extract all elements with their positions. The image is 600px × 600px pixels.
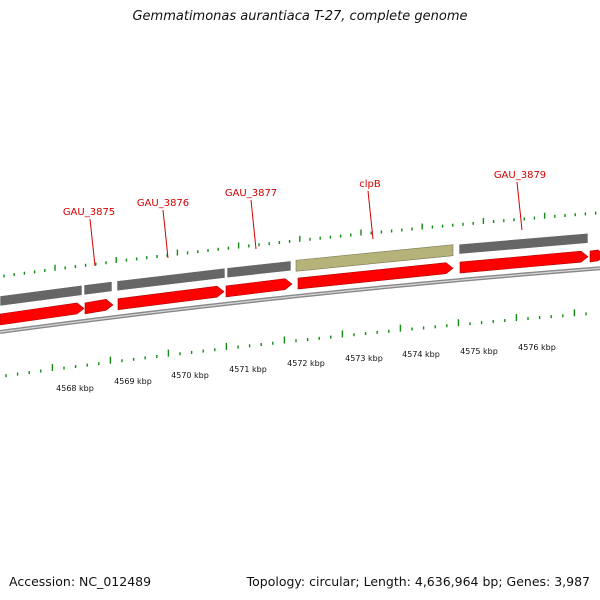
cds-arrow — [225, 278, 293, 298]
scale-label: 4573 kbp — [345, 354, 383, 363]
gene-label: GAU_3875 — [63, 207, 115, 218]
scale-label: 4574 kbp — [402, 350, 440, 359]
highlighted-gene-bar — [295, 244, 454, 272]
scale-label: 4575 kbp — [460, 347, 498, 356]
gene-leader-line — [162, 209, 169, 259]
gene-bar-segment — [458, 232, 589, 255]
backbone-highlight — [0, 267, 600, 333]
gene-leader-line — [250, 199, 257, 250]
scale-label: 4571 kbp — [229, 365, 267, 374]
scale-label: 4576 kbp — [518, 343, 556, 352]
gene-leader-line — [516, 181, 523, 231]
cds-arrow — [84, 299, 114, 315]
cds-arrow — [0, 302, 85, 326]
gene-leader-line — [89, 218, 96, 267]
cds-arrow — [297, 262, 454, 290]
scale-label: 4570 kbp — [171, 371, 209, 380]
gene-bar-segment — [83, 281, 113, 296]
gene-label: GAU_3876 — [137, 198, 189, 209]
scale-label: 4569 kbp — [114, 377, 152, 386]
scale-label: 4568 kbp — [56, 384, 94, 393]
gene-bar-segment — [0, 284, 83, 307]
genome-summary: Topology: circular; Length: 4,636,964 bp… — [246, 574, 590, 589]
map-title: Gemmatimonas aurantiaca T-27, complete g… — [132, 9, 468, 24]
gene-label: clpB — [359, 179, 381, 190]
cds-arrow — [117, 285, 225, 311]
cds-arrow — [589, 249, 600, 263]
scale-label: 4572 kbp — [287, 359, 325, 368]
gene-bar-segment — [226, 260, 292, 279]
gene-label: GAU_3879 — [494, 170, 546, 181]
gene-leader-line — [367, 190, 374, 240]
gene-bar-segment — [116, 267, 226, 292]
accession-text: Accession: NC_012489 — [9, 574, 152, 589]
cds-arrow — [459, 250, 589, 274]
gene-label: GAU_3877 — [225, 188, 277, 199]
